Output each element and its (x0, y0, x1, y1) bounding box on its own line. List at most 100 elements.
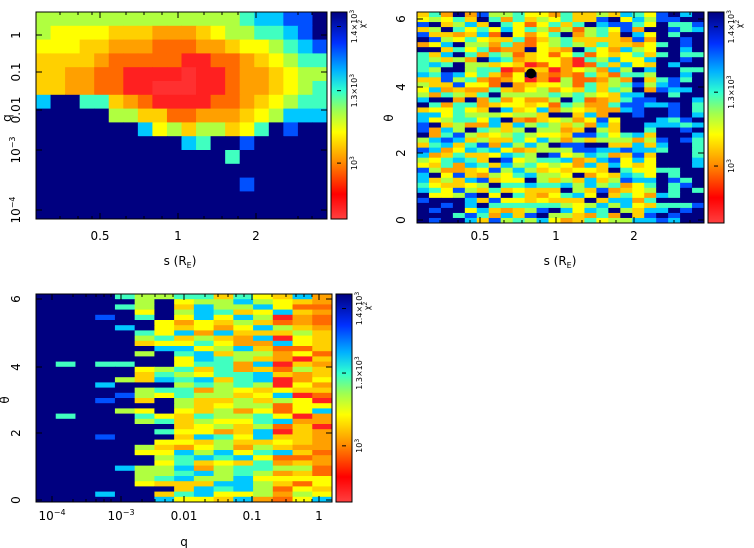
heatmap-cell (312, 439, 333, 446)
heatmap-cell (55, 320, 76, 326)
heatmap-cell (154, 398, 175, 404)
heatmap-cell (312, 330, 333, 337)
heatmap-cell (656, 22, 669, 28)
heatmap-cell (536, 182, 550, 189)
heatmap-cell (548, 132, 561, 139)
heatmap-cell (253, 330, 274, 337)
heatmap-cell (312, 67, 328, 82)
heatmap-cell (166, 163, 182, 179)
heatmap-cell (55, 413, 76, 420)
heatmap-cell (476, 87, 490, 93)
heatmap-cell (94, 163, 110, 179)
heatmap-cell (572, 202, 585, 209)
heatmap-cell (210, 39, 226, 54)
heatmap-cell (428, 192, 442, 199)
heatmap-cell (620, 107, 633, 113)
heatmap-cell (134, 465, 155, 472)
heatmap-cell (417, 157, 430, 164)
heatmap-cell (312, 392, 333, 399)
heatmap-cell (417, 162, 430, 169)
heatmap-cell (500, 27, 514, 33)
heatmap-cell (488, 107, 502, 113)
heatmap-cell (272, 455, 294, 461)
heatmap-cell (644, 147, 657, 154)
heatmap-cell (312, 346, 333, 352)
heatmap-cell (608, 177, 621, 184)
heatmap-cell (137, 122, 153, 137)
heatmap-cell (233, 444, 254, 451)
heatmap-cell (644, 92, 657, 98)
heatmap-cell (254, 39, 270, 54)
heatmap-cell (656, 147, 669, 154)
heatmap-cell (500, 177, 514, 184)
heatmap-cell (254, 177, 270, 192)
heatmap-cell (174, 314, 195, 321)
heatmap-cell (95, 470, 116, 477)
heatmap-cell (154, 439, 175, 446)
heatmap-cell (476, 17, 490, 23)
heatmap-cell (512, 187, 526, 194)
heatmap-s-q (36, 12, 328, 220)
heatmap-cell (608, 37, 621, 43)
heatmap-cell (476, 197, 490, 204)
heatmap-cell (632, 27, 645, 33)
heatmap-cell (272, 340, 294, 347)
heatmap-cell (154, 491, 175, 498)
heatmap-cell (312, 444, 333, 451)
heatmap-cell (50, 67, 66, 82)
heatmap-cell (656, 57, 669, 63)
heatmap-cell (476, 27, 490, 33)
heatmap-cell (512, 197, 526, 204)
heatmap-cell (36, 351, 57, 357)
heatmap-cell (548, 37, 561, 43)
heatmap-cell (668, 62, 681, 68)
heatmap-cell (108, 136, 124, 151)
heatmap-cell (476, 207, 490, 214)
heatmap-cell (476, 147, 490, 154)
heatmap-cell (174, 434, 195, 441)
heatmap-cell (174, 335, 195, 342)
heatmap-cell (560, 212, 573, 219)
heatmap-cell (283, 81, 299, 96)
heatmap-cell (55, 294, 76, 300)
heatmap-cell (440, 207, 454, 214)
heatmap-cell (225, 39, 241, 54)
heatmap-cell (193, 470, 215, 477)
heatmap-cell (464, 187, 478, 194)
heatmap-cell (268, 39, 284, 54)
heatmap-cell (512, 172, 526, 179)
heatmap-cell (166, 150, 182, 165)
heatmap-cell (632, 67, 645, 73)
heatmap-cell (95, 392, 116, 399)
heatmap-cell (584, 117, 597, 124)
heatmap-cell (584, 57, 597, 63)
heatmap-cell (476, 182, 490, 189)
heatmap-cell (692, 172, 705, 179)
heatmap-cell (114, 314, 136, 321)
heatmap-cell (174, 455, 195, 461)
heatmap-cell (452, 207, 466, 214)
heatmap-cell (417, 87, 430, 93)
heatmap-cell (272, 309, 294, 316)
heatmap-cell (428, 212, 442, 219)
heatmap-cell (283, 177, 299, 192)
heatmap-cell (292, 372, 313, 378)
heatmap-cell (620, 157, 633, 164)
heatmap-cell (114, 356, 136, 363)
heatmap-cell (548, 207, 561, 214)
heatmap-cell (152, 94, 168, 110)
heatmap-cell (620, 22, 633, 28)
heatmap-cell (272, 304, 294, 311)
heatmap-cell (254, 53, 270, 68)
heatmap-cell (233, 455, 254, 461)
heatmap-cell (152, 81, 168, 96)
heatmap-cell (476, 112, 490, 118)
heatmap-cell (123, 25, 139, 41)
heatmap-cell (656, 62, 669, 68)
heatmap-cell (584, 112, 597, 118)
heatmap-cell (233, 470, 254, 477)
heatmap-cell (668, 197, 681, 204)
heatmap-cell (174, 429, 195, 435)
heatmap-cell (417, 112, 430, 118)
